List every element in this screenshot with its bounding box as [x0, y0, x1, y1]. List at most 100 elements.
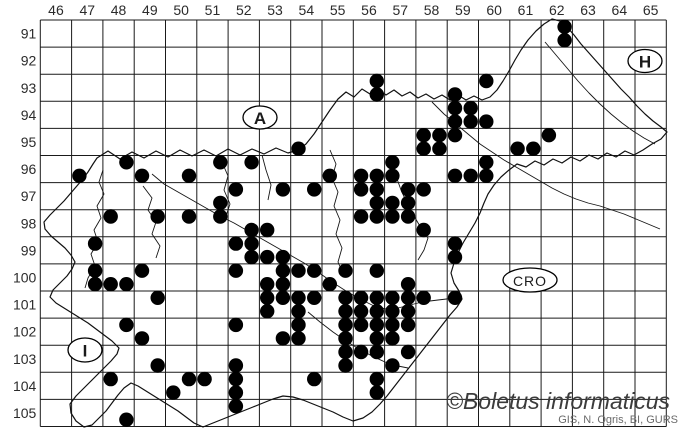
- occurrence-dot: [260, 304, 275, 319]
- country-label-ellipse: [67, 337, 103, 363]
- occurrence-dot: [447, 290, 463, 305]
- occurrence-dot: [526, 141, 541, 156]
- occurrence-dot: [119, 317, 134, 333]
- occurrence-dot: [244, 155, 259, 170]
- country-label-text: H: [639, 53, 651, 72]
- occurrence-dot: [432, 128, 447, 143]
- occurrence-dot: [353, 209, 369, 224]
- occurrence-dot: [353, 317, 369, 333]
- occurrence-dot: [557, 19, 572, 34]
- occurrence-dot: [416, 222, 431, 238]
- occurrence-dot: [463, 100, 478, 116]
- occurrence-dot: [291, 141, 306, 156]
- occurrence-dot: [338, 344, 353, 360]
- occurrence-dot: [338, 290, 353, 305]
- occurrence-dot: [103, 277, 118, 292]
- occurrence-dot: [87, 277, 103, 292]
- column-label: 64: [612, 2, 628, 18]
- occurrence-dot: [479, 168, 494, 183]
- column-label: 55: [330, 2, 346, 18]
- occurrence-dot: [447, 100, 463, 116]
- country-label-text: A: [254, 109, 266, 128]
- occurrence-dot: [557, 33, 572, 48]
- occurrence-dot: [260, 222, 275, 238]
- occurrence-dot: [463, 114, 478, 129]
- river: [261, 154, 272, 201]
- country-label-ellipse: [242, 105, 278, 130]
- occurrence-dot: [291, 263, 306, 278]
- occurrence-dot: [87, 236, 103, 251]
- column-label: 53: [267, 2, 283, 18]
- occurrence-dot: [228, 263, 244, 278]
- column-label: 59: [455, 2, 471, 18]
- row-label: 91: [21, 26, 37, 42]
- occurrence-dot: [447, 114, 463, 129]
- column-label: 62: [549, 2, 565, 18]
- row-label: 95: [21, 134, 37, 150]
- occurrence-dot: [541, 128, 557, 143]
- occurrence-dot: [338, 331, 353, 346]
- occurrence-dot: [228, 358, 244, 373]
- occurrence-dot: [260, 277, 275, 292]
- occurrence-dot: [228, 399, 244, 414]
- occurrence-dot: [400, 290, 416, 305]
- occurrence-dot: [228, 182, 244, 197]
- occurrence-dot: [400, 182, 416, 197]
- column-label: 52: [236, 2, 252, 18]
- occurrence-dot: [181, 168, 197, 183]
- credits-text: GIS, N. Ogris, BI, GURS: [558, 414, 678, 426]
- occurrence-dot: [479, 73, 494, 89]
- occurrence-dot: [150, 290, 165, 305]
- river: [329, 149, 345, 277]
- occurrence-dot: [275, 277, 291, 292]
- occurrence-dot: [228, 236, 244, 251]
- occurrence-dot: [400, 209, 416, 224]
- occurrence-dot: [213, 155, 228, 170]
- occurrence-dot: [260, 290, 275, 305]
- occurrence-dot: [103, 209, 118, 224]
- watermark-text: ©Boletus informaticus: [446, 388, 671, 414]
- occurrence-dot: [119, 155, 134, 170]
- occurrence-dot: [416, 128, 431, 143]
- column-label: 58: [424, 2, 440, 18]
- occurrence-dot: [338, 317, 353, 333]
- occurrence-dot: [432, 141, 447, 156]
- occurrence-dot: [275, 290, 291, 305]
- occurrence-dot: [385, 358, 400, 373]
- occurrence-dot: [463, 168, 478, 183]
- row-label: 96: [21, 161, 37, 177]
- column-label: 60: [486, 2, 502, 18]
- occurrence-dot: [134, 168, 150, 183]
- river: [221, 161, 231, 217]
- occurrence-dot: [338, 263, 353, 278]
- occurrence-dot: [307, 371, 322, 387]
- occurrence-dot: [119, 277, 134, 292]
- occurrence-dot: [353, 304, 369, 319]
- row-label: 101: [13, 297, 37, 313]
- occurrence-dot: [369, 168, 384, 183]
- occurrence-dot: [385, 317, 400, 333]
- occurrence-dot: [400, 304, 416, 319]
- column-label: 65: [643, 2, 659, 18]
- occurrence-dot: [353, 290, 369, 305]
- occurrence-dot: [416, 141, 431, 156]
- row-label: 92: [21, 53, 37, 69]
- occurrence-dot: [275, 249, 291, 265]
- occurrence-dot: [385, 155, 400, 170]
- occurrence-dot: [134, 331, 150, 346]
- occurrence-dot: [353, 182, 369, 197]
- occurrence-dot: [369, 195, 384, 211]
- occurrence-dot: [228, 385, 244, 400]
- occurrence-dot: [400, 195, 416, 211]
- occurrence-dot: [134, 263, 150, 278]
- country-label-text: I: [83, 342, 88, 361]
- occurrence-dot: [213, 209, 228, 224]
- column-label: 61: [518, 2, 534, 18]
- occurrence-dot: [307, 182, 322, 197]
- occurrence-dot: [119, 412, 134, 427]
- occurrence-dot: [275, 263, 291, 278]
- column-label: 49: [142, 2, 158, 18]
- occurrence-dot: [385, 331, 400, 346]
- occurrence-dot: [369, 371, 384, 387]
